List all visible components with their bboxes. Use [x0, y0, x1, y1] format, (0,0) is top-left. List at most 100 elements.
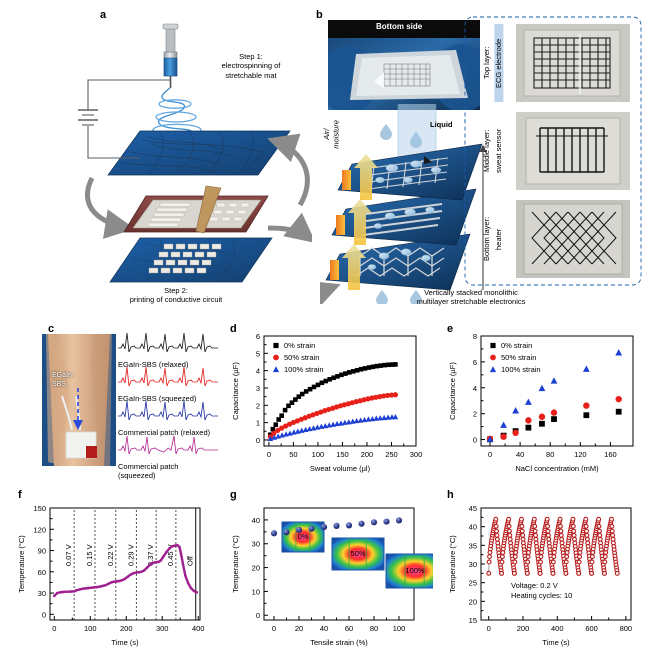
- ecg-trace-2: [118, 400, 218, 421]
- ecg-trace-0: [118, 332, 218, 353]
- ecg-label-1: EGaIn-SBS (squeezed): [118, 394, 197, 403]
- svg-text:3: 3: [256, 384, 260, 393]
- svg-text:120: 120: [33, 525, 46, 534]
- panel-g-label: g: [230, 489, 237, 501]
- svg-text:10: 10: [252, 587, 260, 596]
- svg-text:0% strain: 0% strain: [284, 341, 315, 350]
- svg-text:0% strain: 0% strain: [501, 341, 532, 350]
- syringe-icon: [162, 23, 179, 88]
- middle-layer-label: Middle layer:: [482, 112, 491, 190]
- svg-text:150: 150: [33, 504, 46, 513]
- svg-text:2: 2: [473, 410, 477, 419]
- svg-text:35: 35: [469, 541, 477, 550]
- photo-bottom-layer: [516, 200, 630, 278]
- step2-line2: printing of conductive circuit: [129, 295, 223, 305]
- svg-text:40: 40: [516, 450, 524, 459]
- panel-h: h 0 200 400 600 800 15 20 25 30 35 40 45 Time (s) Tem…: [433, 480, 650, 661]
- panel-e: e 0 40 80 120 160 0 2 4 6 8 NaCl concentration (mM…: [433, 312, 650, 480]
- svg-text:80: 80: [370, 624, 378, 633]
- svg-text:100: 100: [393, 624, 406, 633]
- svg-text:60: 60: [345, 624, 353, 633]
- step2-line1: Step 2:: [164, 286, 188, 295]
- layer-heater: [325, 233, 471, 291]
- panel-h-label: h: [447, 489, 454, 501]
- svg-text:200: 200: [120, 624, 133, 633]
- droplets-icon: [376, 124, 422, 304]
- svg-text:30: 30: [469, 560, 477, 569]
- panel-b-label: b: [316, 9, 323, 21]
- svg-text:300: 300: [410, 450, 423, 459]
- ecg-label-0: EGaIn-SBS (relaxed): [118, 360, 189, 369]
- svg-text:Heating cycles: 10: Heating cycles: 10: [511, 591, 572, 600]
- svg-text:Time (s): Time (s): [111, 638, 139, 647]
- process-arrow-down: [85, 176, 135, 239]
- svg-text:50% strain: 50% strain: [501, 353, 536, 362]
- svg-text:50% strain: 50% strain: [284, 353, 319, 362]
- caption-line2: multilayer stretchable electronics: [416, 297, 526, 307]
- step2-caption: Step 2: printing of conductive circuit: [96, 286, 256, 305]
- svg-text:1: 1: [256, 419, 260, 428]
- svg-text:100% strain: 100% strain: [501, 365, 541, 374]
- panel-a: a: [0, 0, 312, 312]
- svg-text:5: 5: [256, 349, 260, 358]
- panel-h-chart: 0 200 400 600 800 15 20 25 30 35 40 45 Time (s) Tempe…: [448, 504, 632, 647]
- svg-text:0: 0: [473, 436, 477, 445]
- air-inlet-arrow: [320, 280, 341, 304]
- svg-text:Capacitance (µF): Capacitance (µF): [231, 362, 240, 420]
- svg-text:Capacitance (µF): Capacitance (µF): [448, 362, 457, 420]
- svg-text:0.29 V: 0.29 V: [126, 544, 135, 566]
- panel-f: f 0 100 200 300 400 0 30 60 90 120 150 Time (s) Temp…: [0, 480, 216, 661]
- panel-c-label: c: [48, 323, 55, 335]
- photo-label-line1: EGaIn-: [52, 372, 75, 379]
- middle-layer-label2: sweat sensor: [494, 112, 503, 190]
- ecg-label-2: Commercial patch (relaxed): [118, 428, 211, 437]
- svg-text:NaCl concentration (mM): NaCl concentration (mM): [515, 464, 599, 473]
- svg-text:80: 80: [546, 450, 554, 459]
- svg-text:50%: 50%: [350, 549, 365, 558]
- svg-text:0.37 V: 0.37 V: [146, 544, 155, 566]
- panel-d: d 0 50 100 150 200 250 300 0 1 2 3 4 5 6 Sweat volume …: [216, 312, 433, 480]
- panel-a-label: a: [100, 9, 107, 21]
- svg-text:40: 40: [320, 624, 328, 633]
- svg-text:0.07 V: 0.07 V: [64, 544, 73, 566]
- svg-text:Time (s): Time (s): [542, 638, 570, 647]
- middle-layer-line1: Middle layer:: [482, 129, 491, 173]
- panel-e-chart: 0 40 80 120 160 0 2 4 6 8 NaCl concentration (mM) C…: [448, 332, 634, 473]
- svg-text:0.22 V: 0.22 V: [106, 544, 115, 566]
- svg-text:30: 30: [252, 540, 260, 549]
- svg-text:Voltage: 0.2 V: Voltage: 0.2 V: [511, 581, 558, 590]
- svg-text:160: 160: [604, 450, 617, 459]
- photo-label-line2: SBS: [52, 380, 67, 388]
- bottom-side-photo: Bottom side: [328, 20, 480, 110]
- svg-text:100: 100: [84, 624, 97, 633]
- panel-g: g 0 20 40 60 80 100 0 10 20 30 40 Tensile strain (%…: [216, 480, 433, 661]
- liquid-label: Liquid: [430, 120, 453, 129]
- svg-text:100% strain: 100% strain: [284, 365, 324, 374]
- svg-text:0: 0: [267, 450, 271, 459]
- svg-text:120: 120: [574, 450, 587, 459]
- panel-a-schematic: [78, 23, 312, 283]
- svg-text:100%: 100%: [405, 566, 425, 575]
- svg-text:Temperature (°C): Temperature (°C): [231, 535, 240, 593]
- power-supply-circuit: [78, 79, 170, 159]
- svg-text:4: 4: [256, 367, 260, 376]
- svg-text:400: 400: [192, 624, 205, 633]
- svg-text:Tensile strain (%): Tensile strain (%): [310, 638, 368, 647]
- step1-caption: Step 1: electrospinning of stretchable m…: [196, 52, 306, 80]
- svg-text:Sweat volume (µl): Sweat volume (µl): [310, 464, 371, 473]
- layer-ecg-electrode: [337, 143, 483, 201]
- svg-text:20: 20: [295, 624, 303, 633]
- svg-text:40: 40: [469, 523, 477, 532]
- svg-text:20: 20: [469, 597, 477, 606]
- layer-photos-box: Top layer: ECG electrode Middle layer: s…: [464, 16, 642, 286]
- ecg-label-3: Commercial patch (squeezed): [118, 462, 179, 481]
- panel-g-chart: 0 20 40 60 80 100 0 10 20 30 40 Tensile strain (%) T…: [231, 507, 433, 647]
- svg-text:Off: Off: [186, 555, 195, 566]
- svg-text:0: 0: [272, 624, 276, 633]
- svg-text:0: 0: [256, 436, 260, 445]
- panel-b-caption: Vertically stacked monolithic multilayer…: [346, 288, 596, 307]
- svg-text:100: 100: [312, 450, 325, 459]
- bottom-layer-label: Bottom layer:: [482, 200, 491, 278]
- middle-layer-line2: sweat sensor: [494, 128, 503, 174]
- svg-text:4: 4: [473, 384, 477, 393]
